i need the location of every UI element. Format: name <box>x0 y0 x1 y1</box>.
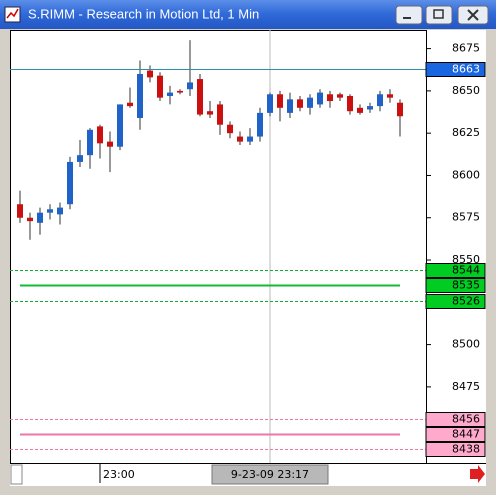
candle-body <box>357 107 363 113</box>
level-label-box <box>425 294 486 309</box>
candle-body <box>217 104 223 125</box>
candle-body <box>257 112 263 137</box>
level-label-box <box>425 427 486 442</box>
scroll-arrow[interactable] <box>470 465 485 483</box>
candle-body <box>17 204 23 218</box>
candle-body <box>307 97 313 108</box>
candle-body <box>77 155 83 162</box>
level-label: 8438 <box>452 443 480 456</box>
candle-body <box>37 212 43 223</box>
y-tick-label: 8550 <box>452 253 480 266</box>
candle-body <box>97 126 103 144</box>
minimize-button[interactable] <box>395 5 423 25</box>
candle-body <box>87 129 93 156</box>
crosshair-label: 9-23-09 23:17 <box>231 468 309 481</box>
candle-body <box>197 79 203 115</box>
candle-body <box>397 102 403 117</box>
y-tick-label: 8575 <box>452 211 480 224</box>
level-label: 8456 <box>452 413 480 426</box>
candle-body <box>267 94 273 113</box>
y-tick-label: 8675 <box>452 42 480 55</box>
scroll-box[interactable] <box>10 464 23 485</box>
chart-background <box>10 30 486 486</box>
level-label-box <box>425 62 486 77</box>
candle-body <box>187 82 193 90</box>
candle-body <box>297 99 303 108</box>
x-tick-label: 23:00 <box>103 468 135 481</box>
candle-body <box>27 217 33 222</box>
candle-body <box>47 209 53 213</box>
level-label: 8447 <box>452 428 480 441</box>
candle-body <box>317 92 323 105</box>
candle-body <box>107 141 113 147</box>
candle-body <box>287 99 293 113</box>
candle-body <box>387 94 393 98</box>
candle-body <box>327 94 333 102</box>
level-label: 8526 <box>452 295 480 308</box>
level-label-box <box>425 442 486 457</box>
y-tick-label: 8600 <box>452 168 480 181</box>
candle-body <box>367 106 373 110</box>
candle-body <box>247 136 253 142</box>
candle-body <box>337 94 343 98</box>
candle-body <box>157 75 163 98</box>
candle-body <box>277 94 283 108</box>
level-label: 8544 <box>452 264 480 277</box>
y-tick-label: 8650 <box>452 84 480 97</box>
candle-body <box>207 111 213 115</box>
y-tick-label: 8500 <box>452 338 480 351</box>
candle-body <box>67 161 73 205</box>
candle-body <box>117 104 123 147</box>
candle-body <box>147 70 153 78</box>
level-label-box <box>425 263 486 278</box>
candle-body <box>347 95 353 112</box>
level-label: 8663 <box>452 63 480 76</box>
candle-body <box>127 102 133 107</box>
level-label-box <box>425 278 486 293</box>
window-title: S.RIMM - Research in Motion Ltd, 1 Min <box>28 6 259 21</box>
candle-body <box>177 90 183 93</box>
crosshair-label-box <box>211 464 329 485</box>
level-label-box <box>425 412 486 427</box>
candle-body <box>137 73 143 118</box>
candle-body <box>57 207 63 215</box>
candle-body <box>227 124 233 134</box>
candle-body <box>237 136 243 142</box>
maximize-button[interactable] <box>425 5 453 25</box>
candle-body <box>167 92 173 96</box>
close-button[interactable] <box>457 5 489 25</box>
candle-body <box>377 94 383 107</box>
level-label: 8535 <box>452 279 480 292</box>
y-tick-label: 8475 <box>452 380 480 393</box>
y-tick-label: 8625 <box>452 126 480 139</box>
app-icon-graph <box>6 8 19 19</box>
